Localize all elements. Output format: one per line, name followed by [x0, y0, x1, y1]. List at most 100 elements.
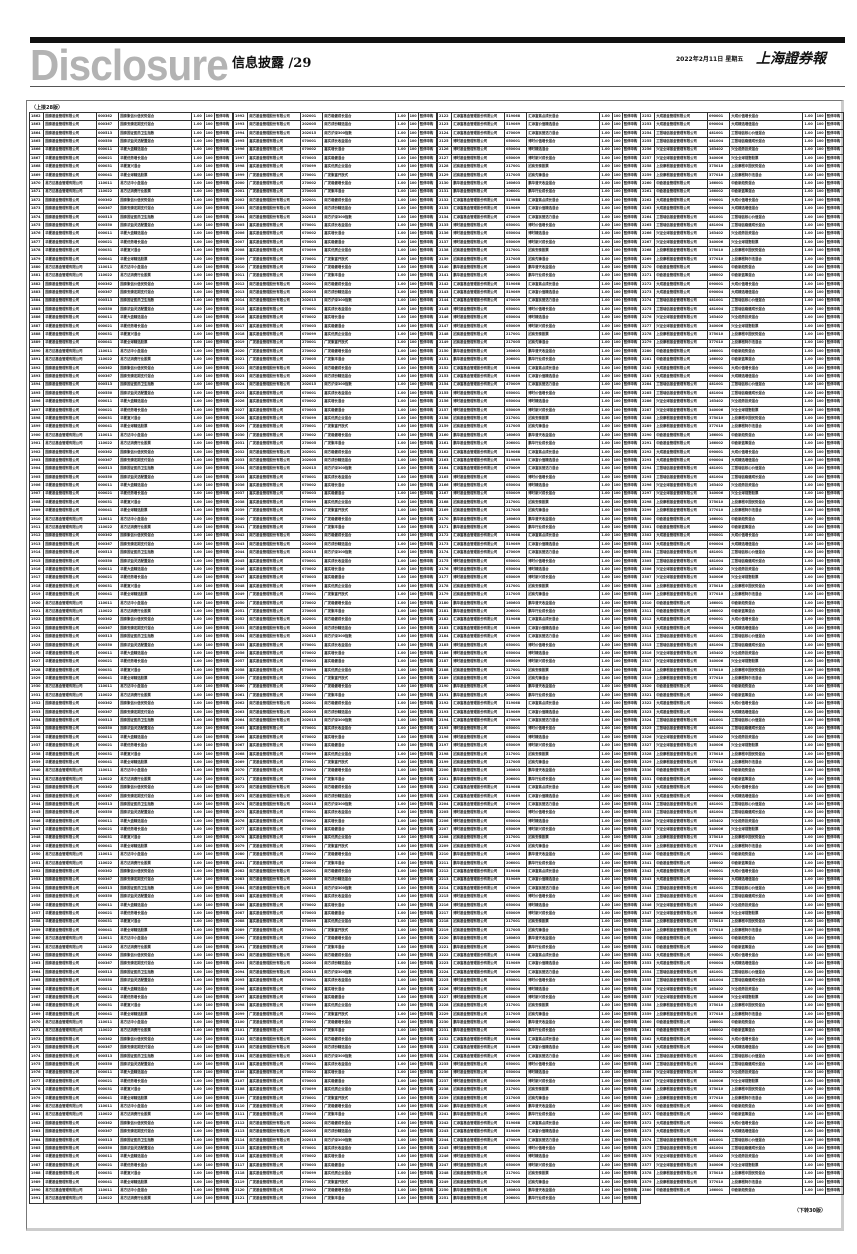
fee: 1.00 [395, 380, 409, 390]
table-row: 2070 广发基金管理有限公司 270002 广发稳健增长混合 1.00 100 暂停申购 [232, 766, 438, 776]
fee: 1.00 [191, 363, 205, 374]
fund-code: 375010 [706, 162, 731, 172]
fund-name: 国泰浓益灵活配置混合 [118, 137, 193, 147]
amount: 100 [203, 984, 215, 995]
row-number: 1869 [28, 170, 45, 181]
fund-name: 鹏华普天收益混合 [526, 1102, 601, 1112]
row-number: 1895 [28, 388, 45, 399]
fund-name: 中欧新蓝筹混合 [729, 355, 804, 365]
amount: 100 [407, 925, 419, 936]
row-number: 2051 [232, 607, 249, 617]
status: 暂停申购 [417, 951, 438, 961]
row-number: 2115 [232, 1144, 249, 1154]
table-row: 1870 易方达基金管理有限公司 110011 易方达中小盘混合 1.00 100 暂停申购 [28, 179, 234, 189]
amount: 100 [407, 665, 419, 676]
fund-company: 上投摩根基金管理有限公司 [654, 581, 708, 592]
fee: 1.00 [599, 153, 613, 164]
amount: 100 [611, 1102, 623, 1112]
fund-name: 上投摩根中国优势混合 [729, 581, 804, 592]
row-number: 2055 [232, 640, 249, 651]
fund-name: 博时新兴成长混合 [526, 153, 601, 164]
fund-code: 202001 [299, 1034, 324, 1045]
fund-name: 汇添富民营活力混合 [526, 1051, 601, 1062]
fund-code: 110011 [95, 1102, 120, 1112]
table-row: 2297 兴证全球基金管理有限公司 340006 兴全全球视野股票 1.00 100 暂停申… [639, 489, 845, 499]
fund-name: 大成精选增值混合 [729, 623, 804, 634]
row-number: 2338 [639, 833, 656, 844]
fund-company: 汇添富基金管理股份有限公司 [451, 623, 505, 634]
fund-name: 嘉实增长混合 [322, 984, 397, 995]
fund-code: 270005 [299, 690, 324, 701]
fund-name: 华夏复兴混合 [118, 162, 193, 172]
row-number: 1884 [28, 296, 45, 307]
amount: 100 [203, 867, 215, 877]
fee: 1.00 [395, 1026, 409, 1036]
fund-company: 嘉实基金管理有限公司 [247, 321, 301, 332]
row-number: 2177 [436, 573, 453, 583]
fund-name: 大成价值增长混合 [729, 195, 804, 206]
table-row: 2219 招商基金管理有限公司 217005 招商先锋混合 1.00 100 暂停申购 [436, 925, 642, 936]
status: 暂停申购 [417, 179, 438, 189]
table-row: 1881 易方达基金管理有限公司 110022 易方达消费行业股票 1.00 100 暂停申… [28, 271, 234, 281]
fund-company: 华夏基金管理有限公司 [43, 321, 97, 332]
amount: 100 [611, 1034, 623, 1045]
fund-code: 340006 [706, 489, 731, 499]
fund-company: 鹏华基金管理有限公司 [451, 774, 505, 785]
amount: 100 [611, 330, 623, 340]
fund-company: 大成基金管理有限公司 [654, 195, 708, 206]
amount: 100 [814, 464, 826, 474]
fund-name: 广发聚丰混合 [322, 607, 397, 617]
fee: 1.00 [191, 1093, 205, 1104]
table-row: 1889 华夏基金管理有限公司 000041 华夏全球精选股票 1.00 100 暂停申购 [28, 338, 234, 348]
fee: 1.00 [802, 439, 816, 449]
row-number: 2201 [436, 774, 453, 785]
fee: 1.00 [191, 539, 205, 550]
table-row: 2072 南方基金管理股份有限公司 202001 南方稳健成长混合 1.00 100 暂停申… [232, 783, 438, 793]
amount: 100 [407, 632, 419, 642]
row-number: 2232 [436, 1034, 453, 1045]
amount: 100 [814, 313, 826, 323]
row-number: 2155 [436, 388, 453, 399]
table-row: 2008 嘉实基金管理有限公司 070099 嘉实优质企业混合 1.00 100 暂停申购 [232, 246, 438, 256]
amount: 100 [407, 623, 419, 634]
fund-name: 博时新兴成长混合 [526, 321, 601, 332]
table-row: 1945 国泰基金管理有限公司 000550 国泰浓益灵活配置混合 1.00 100 暂停申… [28, 808, 234, 818]
fund-name: 工银瑞信稳健成长混合 [729, 556, 804, 567]
fund-name: 易方达中小盘混合 [118, 766, 193, 776]
fund-company: 汇添富基金管理股份有限公司 [451, 1043, 505, 1053]
table-row: 2055 嘉实基金管理有限公司 070001 嘉实成长收益混合 1.00 100 暂停申购 [232, 640, 438, 651]
fund-name: 华夏大盘精选混合 [118, 481, 193, 491]
fund-name: 工银瑞信核心价值混合 [729, 212, 804, 223]
table-row: 2281 中欧基金管理有限公司 166002 中欧新蓝筹混合 1.00 100 暂停申购 [639, 355, 845, 365]
fund-code: 050004 [503, 481, 528, 491]
status: 暂停申购 [213, 170, 234, 181]
fee: 1.00 [802, 162, 816, 172]
fund-name: 国泰聚信价值优势混合 [118, 951, 193, 961]
fund-company: 南方基金管理股份有限公司 [247, 791, 301, 802]
fund-code: 000021 [95, 992, 120, 1003]
fund-name: 国泰浓益灵活配置混合 [118, 472, 193, 483]
table-row: 2341 中欧基金管理有限公司 166002 中欧新蓝筹混合 1.00 100 暂停申购 [639, 858, 845, 869]
row-number: 2226 [436, 984, 453, 995]
row-number: 2346 [639, 900, 656, 911]
table-row: 1965 国泰基金管理有限公司 000550 国泰浓益灵活配置混合 1.00 100 暂停申… [28, 976, 234, 986]
amount: 100 [203, 699, 215, 709]
table-row: 1994 南方基金管理股份有限公司 202015 南方沪深300指数 1.00 100 暂停… [232, 128, 438, 139]
fund-company: 招商基金管理有限公司 [451, 414, 505, 424]
fund-name: 嘉实稳健混合 [322, 1076, 397, 1087]
fund-name: 中欧新蓝筹混合 [729, 1110, 804, 1120]
fund-code: 160603 [503, 1185, 528, 1196]
fund-name: 大成价值增长混合 [729, 111, 804, 122]
table-row: 2134 汇添富基金管理股份有限公司 470009 汇添富民营活力混合 1.00 100 暂… [436, 212, 642, 223]
fee: 1.00 [802, 296, 816, 307]
amount: 100 [611, 959, 623, 969]
row-number: 2088 [232, 917, 249, 927]
table-row: 2149 招商基金管理有限公司 217005 招商先锋混合 1.00 100 暂停申购 [436, 338, 642, 348]
amount: 100 [203, 1127, 215, 1137]
fund-name: 华夏大盘精选混合 [118, 816, 193, 827]
table-row: 1921 易方达基金管理有限公司 110022 易方达消费行业股票 1.00 100 暂停申… [28, 607, 234, 617]
status: 暂停申购 [213, 590, 234, 600]
fund-name: 鹏华普天收益混合 [526, 179, 601, 189]
row-number: 1911 [28, 523, 45, 533]
table-row: 1992 南方基金管理股份有限公司 202001 南方稳健成长混合 1.00 100 暂停申… [232, 111, 438, 122]
